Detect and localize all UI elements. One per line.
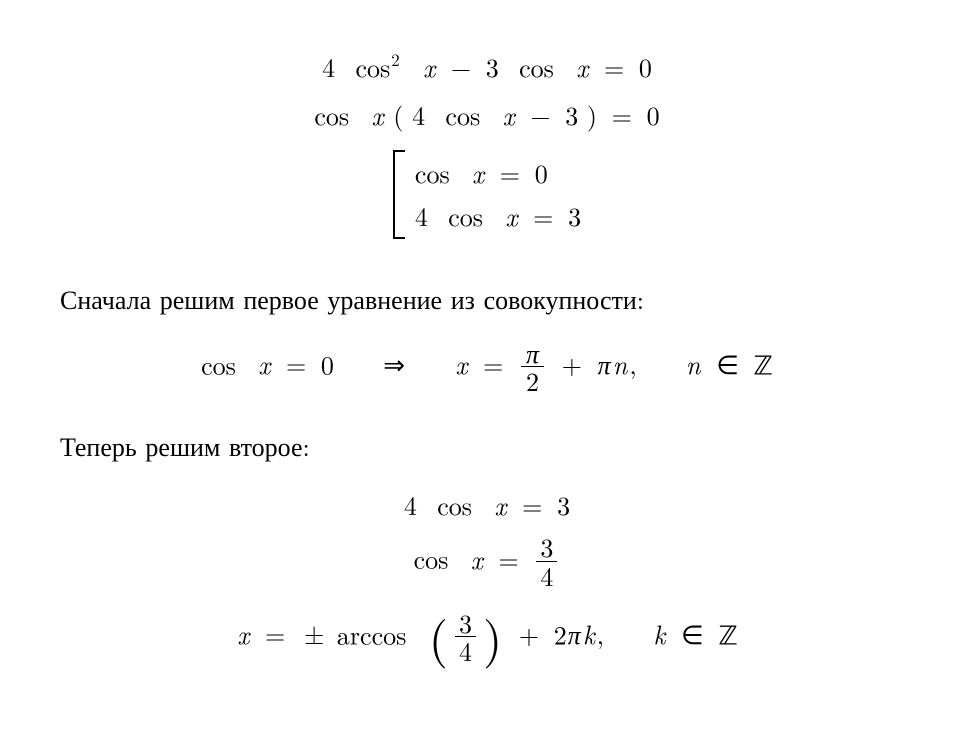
equals-2: =	[612, 96, 632, 133]
plus-2: +	[519, 615, 539, 652]
equation-5: cos x = 3 4	[414, 535, 561, 591]
coef-3: 3	[486, 48, 499, 85]
equation-4: 4 cos x = 3	[404, 488, 570, 522]
in-symbol-1: ∈	[716, 345, 739, 382]
coef-4b: 4	[412, 96, 425, 133]
integers-set-1: ℤ	[754, 351, 773, 380]
zero-4: 0	[321, 345, 334, 382]
var-x-3: x	[372, 96, 384, 133]
plus-1: +	[562, 345, 582, 382]
zero-1: 0	[639, 48, 652, 85]
equals-7: =	[522, 486, 542, 523]
coef-4d: 4	[404, 486, 417, 523]
open-paren: (	[393, 96, 403, 133]
equals-9: =	[265, 615, 285, 652]
system-case-1: cos x = 0	[415, 156, 581, 190]
three-2: 3	[557, 486, 570, 523]
var-x-8: x	[455, 345, 467, 382]
equals-6: =	[483, 345, 503, 382]
big-parentheses: ( 3 4 )	[429, 611, 502, 667]
in-symbol-2: ∈	[681, 615, 704, 652]
minus-sign-2: −	[530, 96, 550, 133]
cos-fn-5: cos	[415, 154, 450, 191]
zero-2: 0	[647, 96, 660, 133]
var-x-11: x	[237, 615, 249, 652]
paragraph-second-equation: Теперь решим второе:	[60, 427, 914, 464]
big-open-paren-icon: (	[429, 617, 448, 657]
equation-6: x = ± arccos ( 3 4 ) + 2πk, k ∈ ℤ	[236, 611, 737, 667]
cos-fn-3: cos	[314, 96, 349, 133]
cos-fn-6: cos	[448, 197, 483, 234]
equals-4: =	[533, 197, 553, 234]
fraction-pi-over-2: π 2	[521, 339, 544, 395]
equation-1: 4 cos2 x − 3 cos x = 0	[322, 50, 652, 84]
var-x-7: x	[258, 345, 270, 382]
coef-4c: 4	[415, 197, 428, 234]
implies-arrow-icon: ⇒	[383, 345, 405, 382]
coef-3b: 3	[565, 96, 578, 133]
exponent-2: 2	[391, 47, 399, 71]
close-paren: )	[587, 96, 597, 133]
math-document: 4 cos2 x − 3 cos x = 0 cos x ( 4 cos x −…	[60, 50, 914, 667]
integers-set-2: ℤ	[718, 621, 737, 650]
denom-2: 2	[521, 367, 544, 394]
plus-minus-icon: ±	[304, 615, 324, 652]
equation-system: cos x = 0 4 cos x = 3	[393, 150, 581, 246]
var-x-5: x	[472, 154, 484, 191]
var-x-1: x	[423, 48, 435, 85]
equals-3: =	[500, 154, 520, 191]
big-close-paren-icon: )	[483, 617, 502, 657]
var-n-2: n	[686, 345, 701, 382]
equation-2: cos x ( 4 cos x − 3 ) = 0	[314, 98, 659, 132]
denom-4b: 4	[455, 637, 476, 664]
cos-fn-9: cos	[414, 540, 449, 577]
cos-fn-4: cos	[445, 96, 480, 133]
cos-fn-2: cos	[519, 48, 554, 85]
equation-3: cos x = 0 ⇒ x = π 2 + πn, n ∈ ℤ	[201, 341, 773, 397]
equals-8: =	[498, 540, 518, 577]
pi-2: π	[568, 615, 581, 652]
equals-1: =	[604, 48, 624, 85]
system-case-2: 4 cos x = 3	[415, 199, 581, 233]
var-x-4: x	[503, 96, 515, 133]
fraction-3-over-4b: 3 4	[455, 609, 476, 665]
coef-4: 4	[322, 48, 335, 85]
arccos-fn: arccos	[337, 615, 407, 652]
cos-fn-1: cos	[355, 48, 390, 85]
paragraph-first-equation: Сначала решим первое уравнение из совоку…	[60, 280, 914, 317]
var-x-9: x	[494, 486, 506, 523]
disjunction-bracket: cos x = 0 4 cos x = 3	[393, 150, 581, 240]
var-x-10: x	[471, 540, 483, 577]
zero-3: 0	[535, 154, 548, 191]
denom-4: 4	[536, 562, 557, 589]
var-x-6: x	[505, 197, 517, 234]
three-1: 3	[568, 197, 581, 234]
coef-2: 2	[554, 615, 567, 652]
left-square-bracket-icon	[393, 150, 405, 240]
cos-fn-7: cos	[201, 345, 236, 382]
comma-1: ,	[629, 345, 636, 382]
comma-2: ,	[597, 615, 604, 652]
minus-sign-1: −	[451, 48, 471, 85]
var-n-1: n	[613, 345, 628, 382]
var-k-1: k	[583, 615, 595, 652]
cos-fn-8: cos	[437, 486, 472, 523]
var-x-2: x	[576, 48, 588, 85]
equals-5: =	[286, 345, 306, 382]
fraction-3-over-4: 3 4	[536, 533, 557, 589]
pi-1: π	[598, 345, 611, 382]
var-k-2: k	[653, 615, 665, 652]
